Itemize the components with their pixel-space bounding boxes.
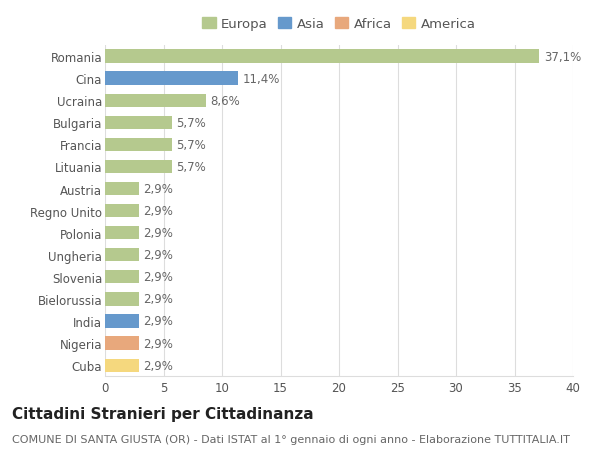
Bar bbox=[105, 73, 238, 85]
Bar bbox=[105, 293, 139, 306]
Bar bbox=[105, 95, 206, 107]
Bar bbox=[105, 161, 172, 174]
Text: 5,7%: 5,7% bbox=[176, 139, 206, 151]
Legend: Europa, Asia, Africa, America: Europa, Asia, Africa, America bbox=[197, 12, 481, 36]
Bar bbox=[105, 139, 172, 151]
Bar bbox=[105, 359, 139, 372]
Text: COMUNE DI SANTA GIUSTA (OR) - Dati ISTAT al 1° gennaio di ogni anno - Elaborazio: COMUNE DI SANTA GIUSTA (OR) - Dati ISTAT… bbox=[12, 434, 570, 444]
Text: 2,9%: 2,9% bbox=[143, 205, 173, 218]
Bar bbox=[105, 337, 139, 350]
Text: 5,7%: 5,7% bbox=[176, 117, 206, 129]
Bar bbox=[105, 271, 139, 284]
Text: 5,7%: 5,7% bbox=[176, 161, 206, 174]
Bar bbox=[105, 315, 139, 328]
Text: 2,9%: 2,9% bbox=[143, 271, 173, 284]
Text: 2,9%: 2,9% bbox=[143, 293, 173, 306]
Text: Cittadini Stranieri per Cittadinanza: Cittadini Stranieri per Cittadinanza bbox=[12, 406, 314, 421]
Text: 2,9%: 2,9% bbox=[143, 183, 173, 196]
Text: 2,9%: 2,9% bbox=[143, 315, 173, 328]
Text: 8,6%: 8,6% bbox=[211, 95, 240, 107]
Bar bbox=[105, 205, 139, 218]
Bar bbox=[105, 117, 172, 129]
Text: 2,9%: 2,9% bbox=[143, 337, 173, 350]
Bar bbox=[105, 50, 539, 63]
Text: 2,9%: 2,9% bbox=[143, 249, 173, 262]
Text: 37,1%: 37,1% bbox=[544, 50, 581, 63]
Bar bbox=[105, 183, 139, 196]
Bar bbox=[105, 249, 139, 262]
Bar bbox=[105, 227, 139, 240]
Text: 2,9%: 2,9% bbox=[143, 227, 173, 240]
Text: 11,4%: 11,4% bbox=[243, 73, 280, 85]
Text: 2,9%: 2,9% bbox=[143, 359, 173, 372]
